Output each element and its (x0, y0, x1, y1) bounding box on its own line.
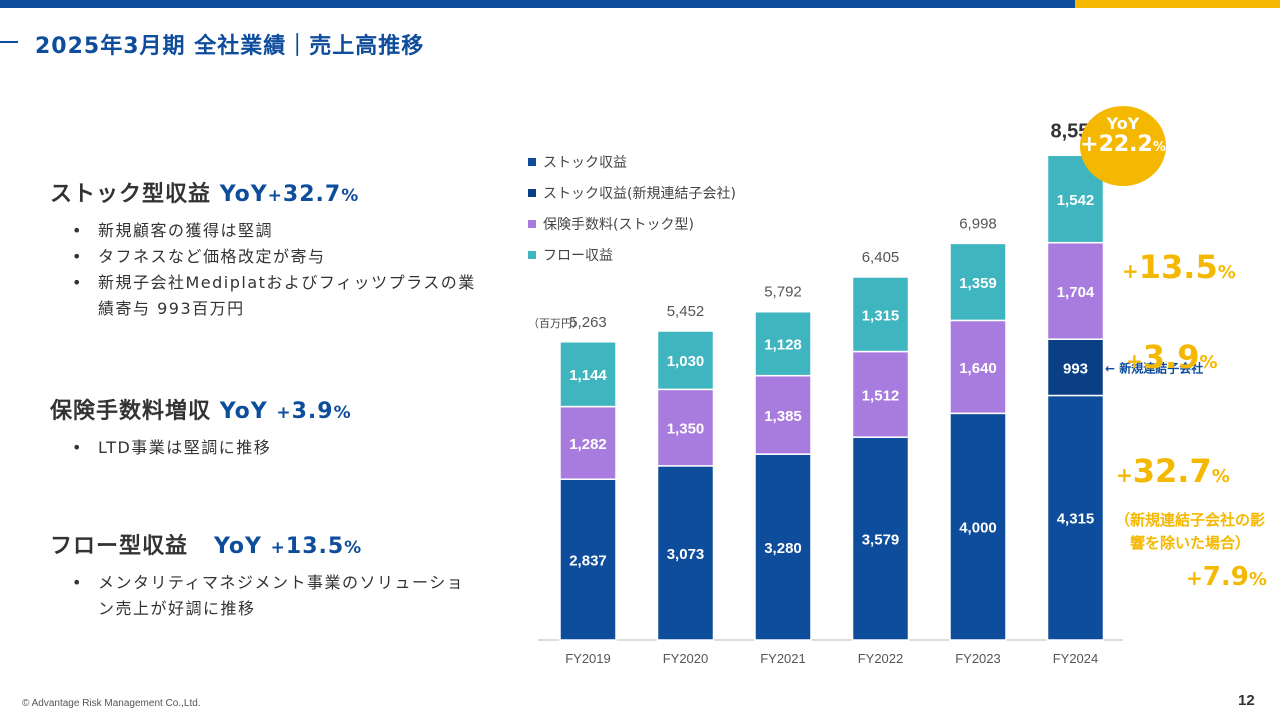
x-tick-label: FY2021 (760, 651, 806, 666)
data-label: 1,128 (764, 337, 802, 354)
data-label: 1,704 (1057, 284, 1095, 301)
bar-segment (851, 436, 910, 641)
bar-segment (656, 330, 715, 391)
growth-label-stock-excl: +7.9% (1186, 562, 1267, 592)
data-label: 1,144 (569, 367, 607, 384)
bullet-list: • メンタリティマネジメント事業のソリューション売上が好調に推移 (50, 570, 490, 622)
bar-segment (949, 242, 1007, 322)
bar-segment (851, 350, 910, 438)
data-label: 3,073 (667, 546, 705, 563)
section-heading: フロー型収益 YoY +13.5% (50, 534, 363, 559)
data-label: 1,512 (862, 387, 900, 404)
total-label: 5,452 (667, 303, 705, 320)
section-stock-revenue: ストック型収益 YoY+32.7% • 新規顧客の獲得は堅調 • タフネスなど価格改… (50, 176, 490, 322)
bullet-list: • LTD事業は堅調に推移 (50, 435, 490, 461)
bar-segment (656, 388, 715, 467)
data-label: 1,315 (862, 307, 900, 324)
data-label: 2,837 (569, 553, 607, 570)
bar-segment (559, 405, 617, 480)
total-label: 6,405 (862, 249, 900, 266)
bar-segment (559, 478, 617, 641)
legend-label: ストック収益 (543, 155, 627, 171)
x-tick-label: FY2023 (955, 651, 1001, 666)
x-tick-label: FY2024 (1053, 651, 1099, 666)
bar-segment (754, 453, 812, 641)
data-label: 1,030 (667, 353, 705, 370)
total-label: 6,998 (959, 215, 997, 232)
legend-swatch (528, 220, 536, 228)
data-label: 1,542 (1057, 192, 1095, 209)
legend-swatch (528, 189, 536, 197)
legend-label: ストック収益(新規連結子会社) (543, 186, 736, 202)
list-item: • LTD事業は堅調に推移 (72, 438, 272, 457)
x-tick-label: FY2020 (663, 651, 709, 666)
data-label: 1,359 (959, 275, 997, 292)
data-label: 1,282 (569, 436, 607, 453)
growth-label-stock: +32.7% (1116, 452, 1230, 490)
data-label: 1,640 (959, 360, 997, 377)
data-label: 993 (1063, 360, 1088, 377)
growth-label-flow: +13.5% (1122, 248, 1236, 286)
data-label: 4,315 (1057, 511, 1095, 528)
bar-segment (1046, 394, 1105, 641)
footer-copyright: © Advantage Risk Management Co.,Ltd. (22, 698, 201, 709)
bar-segment (949, 412, 1007, 641)
title-dash (0, 41, 18, 43)
page-number: 12 (1238, 692, 1255, 709)
data-label: 3,579 (862, 532, 900, 549)
list-item: • メンタリティマネジメント事業のソリューション売上が好調に推移 (72, 573, 465, 618)
section-flow-revenue: フロー型収益 YoY +13.5% • メンタリティマネジメント事業のソリューショ… (50, 528, 490, 622)
data-label: 1,350 (667, 421, 705, 438)
list-item: • タフネスなど価格改定が寄与 (72, 247, 326, 266)
list-item: • 新規子会社Mediplatおよびフィッツプラスの業績寄与 993百万円 (72, 273, 476, 318)
total-label: 5,792 (764, 284, 802, 301)
total-label: 5,263 (569, 314, 607, 331)
yoy-badge: YoY +22.2% (1080, 106, 1166, 186)
data-label: 4,000 (959, 520, 997, 537)
page-title: 2025年3月期 全社業績｜売上高推移 (35, 34, 425, 59)
bar-segment (949, 319, 1007, 415)
bar-segment (656, 465, 715, 641)
subsidiary-annotation: ← 新規連結子会社 (1105, 360, 1203, 375)
bar-segment (559, 341, 617, 408)
bullet-list: • 新規顧客の獲得は堅調 • タフネスなど価格改定が寄与 • 新規子会社Medipla… (50, 218, 490, 322)
section-heading: ストック型収益 YoY+32.7% (50, 182, 360, 207)
x-tick-label: FY2022 (858, 651, 904, 666)
section-heading: 保険手数料増収 YoY +3.9% (50, 399, 352, 424)
growth-note: （新規連結子会社の影響を除いた場合） (1114, 511, 1265, 552)
top-bar (0, 0, 1280, 8)
growth-label-insurance: +3.9% (1126, 338, 1218, 376)
bar-segment (1046, 338, 1105, 397)
data-label: 3,280 (764, 540, 802, 557)
bar-segment (1046, 241, 1105, 340)
bar-segment (754, 374, 812, 455)
y-unit-label: （百万円） (528, 317, 583, 330)
bar-segment (754, 310, 812, 377)
bar-segment (851, 276, 910, 353)
top-bar-accent (1075, 0, 1280, 8)
legend-swatch (528, 251, 536, 259)
x-tick-label: FY2019 (565, 651, 611, 666)
section-insurance-fee: 保険手数料増収 YoY +3.9% • LTD事業は堅調に推移 (50, 393, 490, 461)
legend-label: フロー収益 (543, 248, 613, 264)
legend-label: 保険手数料(ストック型) (543, 217, 694, 233)
list-item: • 新規顧客の獲得は堅調 (72, 221, 274, 240)
data-label: 1,385 (764, 408, 802, 425)
legend-swatch (528, 158, 536, 166)
